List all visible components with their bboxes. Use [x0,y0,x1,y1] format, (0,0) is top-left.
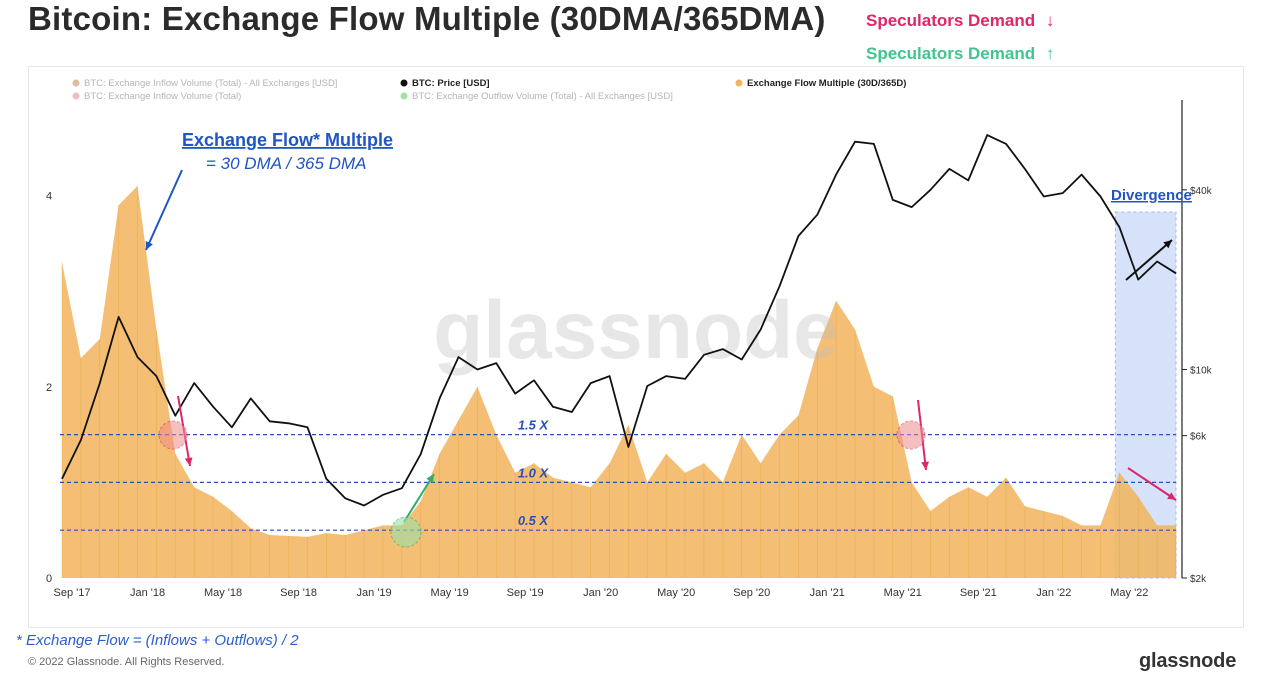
speculators-demand-down-label: Speculators Demand ↓ [866,11,1054,31]
spec-up-text: Speculators Demand [866,44,1036,63]
efm-annotation-title: Exchange Flow* Multiple [182,130,393,150]
reference-line-label: 1.5 X [518,418,550,433]
x-tick-label: Jan '22 [1036,587,1071,599]
legend-item: BTC: Price [USD] [412,78,490,89]
x-tick-label: Jan '21 [810,587,845,599]
x-tick-label: May '21 [884,587,922,599]
pink-highlight-circle [158,420,188,450]
price-line-layer [61,134,1177,507]
pink-down-arrow-head [921,461,929,470]
legend-swatch [72,79,80,87]
pink-down-arrow [1127,467,1177,501]
efm-area [62,186,1176,578]
reference-line-label: 0.5 X [518,513,550,528]
pink-down-arrow-head [184,457,193,466]
brand-logo: glassnode [1139,650,1237,672]
x-tick-label: May '22 [1110,587,1148,599]
price-line [61,134,1177,507]
legend-layer: BTC: Exchange Inflow Volume (Total) - Al… [72,78,906,102]
watermark-layer: glassnode [433,285,839,376]
y-right-tick-label: $6k [1190,432,1207,443]
x-tick-label: Jan '20 [583,587,618,599]
y-right-tick-label: $2k [1190,574,1207,585]
x-tick-label: Jan '19 [357,587,392,599]
divergence-up-arrow-head [1163,240,1172,249]
chart-title: Bitcoin: Exchange Flow Multiple (30DMA/3… [28,0,826,37]
up-arrow-icon: ↑ [1045,44,1055,63]
efm-pointer-arrow [145,169,183,251]
legend-swatch [400,92,408,100]
axes-layer: Sep '17 Jan '18 May '18 Sep '18 Jan '19 May '… [46,100,1213,599]
down-arrow-icon: ↓ [1045,11,1055,30]
watermark: glassnode [433,285,839,376]
x-tick-label: Sep '20 [733,587,770,599]
efm-annotation-subtitle: = 30 DMA / 365 DMA [206,154,366,173]
green-up-arrow [403,473,435,523]
y-right-tick-label: $10k [1190,365,1213,376]
legend-swatch [72,92,80,100]
efm-area-layer [61,186,1177,578]
x-tick-label: Jan '18 [130,587,165,599]
efm-pointer-arrow-head [145,241,153,250]
green-highlight-circle [390,516,422,548]
reference-line-label: 1.0 X [518,465,550,480]
x-tick-label: Sep '21 [960,587,997,599]
x-tick-label: May '18 [204,587,242,599]
divergence-up-arrow [1125,239,1173,281]
legend-item: BTC: Exchange Inflow Volume (Total) [84,91,241,102]
x-tick-label: May '20 [657,587,695,599]
legend-item: BTC: Exchange Inflow Volume (Total) - Al… [84,78,337,89]
spec-down-text: Speculators Demand [866,11,1036,30]
x-tick-label: May '19 [431,587,469,599]
copyright: © 2022 Glassnode. All Rights Reserved. [28,656,225,668]
x-tick-label: Sep '19 [507,587,544,599]
legend-item: Exchange Flow Multiple (30D/365D) [747,78,906,89]
y-left-tick-label: 0 [46,573,52,585]
reference-lines-layer: 1.5 X 1.0 X 0.5 X [60,418,1176,531]
pink-down-arrow-head [1167,492,1176,500]
legend-swatch [400,79,408,87]
chart-frame [28,66,1244,628]
legend-item: BTC: Exchange Outflow Volume (Total) - A… [412,91,673,102]
y-left-tick-label: 4 [46,191,52,203]
footnote: * Exchange Flow = (Inflows + Outflows) /… [16,632,299,649]
annotations-layer: Exchange Flow* Multiple = 30 DMA / 365 D… [145,130,1192,548]
speculators-demand-up-label: Speculators Demand ↑ [866,44,1054,64]
y-right-tick-label: $40k [1190,186,1213,197]
green-up-arrow-head [426,474,434,483]
y-left-tick-label: 2 [46,382,52,394]
x-tick-label: Sep '18 [280,587,317,599]
divergence-label: Divergence [1111,187,1192,204]
legend-swatch [735,79,743,87]
pink-highlight-circle [896,420,926,450]
x-tick-label: Sep '17 [54,587,91,599]
